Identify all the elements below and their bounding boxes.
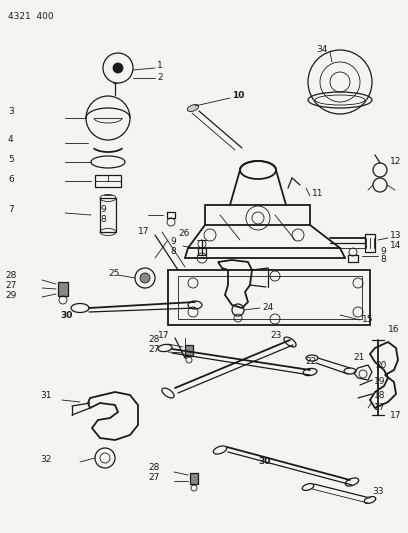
Text: 5: 5 [8, 156, 14, 165]
Circle shape [113, 63, 123, 73]
Text: 30: 30 [60, 311, 72, 320]
Text: 21: 21 [353, 353, 364, 362]
Text: 10: 10 [232, 92, 244, 101]
Text: 17: 17 [138, 228, 149, 237]
Text: 34: 34 [317, 45, 328, 54]
Text: 7: 7 [8, 206, 14, 214]
Text: 29: 29 [5, 290, 16, 300]
Text: 20: 20 [375, 360, 386, 369]
Text: 33: 33 [372, 488, 384, 497]
Text: 28: 28 [148, 464, 160, 472]
Text: 9: 9 [100, 206, 106, 214]
Text: 23: 23 [270, 330, 282, 340]
Text: 26: 26 [178, 229, 189, 238]
Text: 17: 17 [158, 330, 169, 340]
Text: 27: 27 [148, 345, 160, 354]
Text: 8: 8 [380, 255, 386, 264]
Text: 25: 25 [108, 269, 120, 278]
Text: 8: 8 [100, 215, 106, 224]
Text: 27: 27 [5, 280, 16, 289]
Text: 6: 6 [8, 175, 14, 184]
Text: 2: 2 [157, 72, 163, 82]
Text: 1: 1 [157, 61, 163, 70]
Text: 24: 24 [262, 303, 273, 311]
Text: 3: 3 [8, 108, 14, 117]
Text: 9: 9 [170, 238, 176, 246]
Text: 15: 15 [362, 316, 373, 325]
Text: 4321  400: 4321 400 [8, 12, 53, 21]
Text: 31: 31 [40, 392, 51, 400]
Text: 17: 17 [390, 410, 401, 419]
Polygon shape [190, 473, 198, 484]
Text: 32: 32 [40, 456, 51, 464]
Text: 28: 28 [148, 335, 160, 344]
Polygon shape [58, 282, 68, 296]
Ellipse shape [187, 104, 199, 111]
Text: 22: 22 [305, 358, 316, 367]
Text: 17: 17 [374, 403, 386, 413]
Text: 11: 11 [312, 190, 324, 198]
Text: 19: 19 [374, 377, 386, 386]
Polygon shape [185, 345, 193, 356]
Circle shape [140, 273, 150, 283]
Text: 30: 30 [258, 457, 271, 466]
Text: 27: 27 [148, 473, 160, 482]
Text: 28: 28 [5, 271, 16, 279]
Text: 12: 12 [390, 157, 401, 166]
Text: 9: 9 [380, 246, 386, 255]
Text: 18: 18 [374, 392, 386, 400]
Text: 4: 4 [8, 135, 13, 144]
Text: 16: 16 [388, 326, 399, 335]
Text: 13: 13 [390, 231, 401, 240]
Text: 8: 8 [170, 247, 176, 256]
Text: 14: 14 [390, 241, 401, 251]
